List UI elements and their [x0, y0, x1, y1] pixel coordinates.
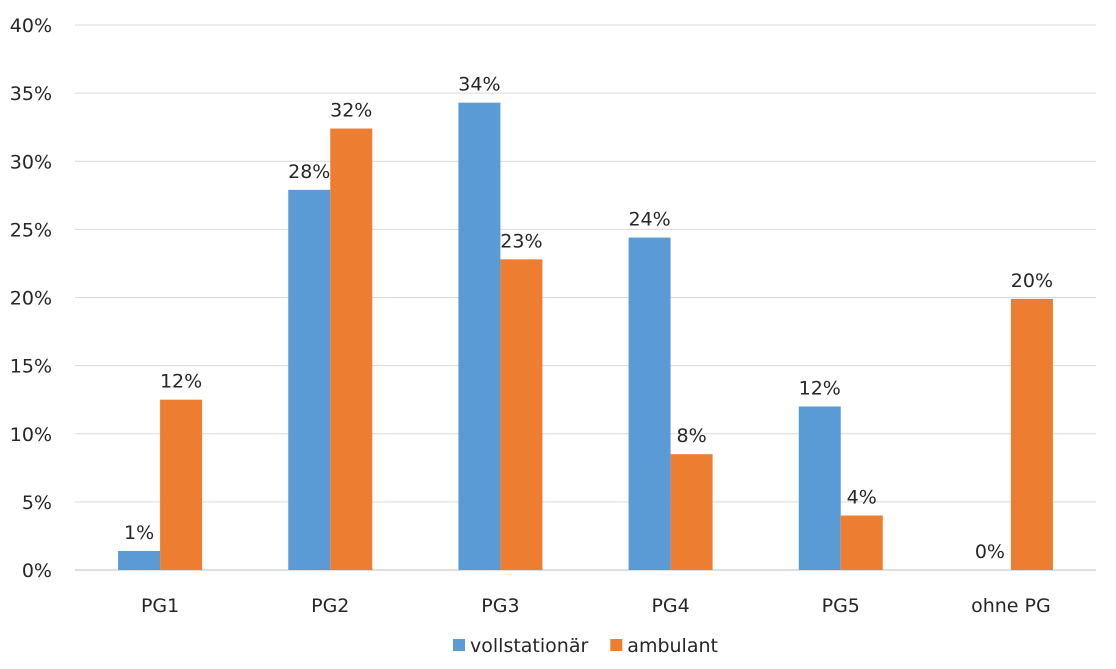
- bar-vollstation-r: [628, 237, 671, 571]
- bar-ambulant: [840, 515, 883, 570]
- data-label: 23%: [500, 230, 542, 252]
- data-label: 12%: [799, 378, 841, 400]
- x-category-label: PG4: [651, 595, 689, 617]
- data-label: 20%: [1011, 270, 1053, 292]
- data-label: 8%: [677, 425, 707, 447]
- x-category-label: PG1: [141, 595, 179, 617]
- bar-vollstation-r: [798, 406, 841, 570]
- data-labels: 1% 12% 28% 32% 34% 23% 24% 8% 12% 4% 0% 20%: [124, 74, 1053, 563]
- legend-swatch: [610, 639, 623, 651]
- x-axis-category-labels: PG1 PG2 PG3 PG4 PG5 ohne PG: [141, 595, 1051, 617]
- bar-ambulant: [160, 399, 203, 570]
- legend-item: vollstationär: [453, 635, 588, 657]
- bar-vollstation-r: [288, 189, 331, 571]
- y-axis-tick-labels: 0% 5% 10% 15% 20% 25% 30% 35% 40%: [10, 15, 52, 582]
- legend-swatch: [453, 639, 466, 651]
- y-tick-label: 25%: [10, 219, 52, 241]
- x-category-label: PG2: [311, 595, 349, 617]
- y-tick-label: 0%: [22, 560, 52, 582]
- legend-label: vollstationär: [470, 635, 588, 657]
- legend: vollstationär ambulant: [453, 635, 718, 657]
- bar-ambulant: [670, 454, 713, 570]
- gridlines: [75, 24, 1096, 571]
- data-label: 12%: [160, 371, 202, 393]
- y-tick-label: 30%: [10, 151, 52, 173]
- y-tick-label: 20%: [10, 288, 52, 310]
- legend-label: ambulant: [627, 635, 718, 657]
- y-tick-label: 10%: [10, 424, 52, 446]
- y-tick-label: 15%: [10, 356, 52, 378]
- x-category-label: ohne PG: [971, 595, 1051, 617]
- bar-ambulant: [500, 259, 543, 570]
- data-label: 34%: [458, 74, 500, 96]
- y-tick-label: 40%: [10, 15, 52, 37]
- data-label: 28%: [288, 161, 330, 183]
- data-label: 24%: [628, 209, 670, 231]
- data-label: 4%: [847, 487, 877, 509]
- data-label: 32%: [330, 100, 372, 122]
- bar-vollstation-r: [118, 550, 161, 570]
- bar-ambulant: [330, 128, 373, 571]
- bar-vollstation-r: [458, 102, 501, 570]
- data-label: 0%: [975, 541, 1005, 563]
- x-category-label: PG3: [481, 595, 519, 617]
- y-tick-label: 35%: [10, 83, 52, 105]
- legend-item: ambulant: [610, 635, 718, 657]
- x-category-label: PG5: [822, 595, 860, 617]
- bar-ambulant: [1010, 298, 1053, 570]
- y-tick-label: 5%: [22, 492, 52, 514]
- data-label: 1%: [124, 522, 154, 544]
- bars: [118, 102, 1053, 571]
